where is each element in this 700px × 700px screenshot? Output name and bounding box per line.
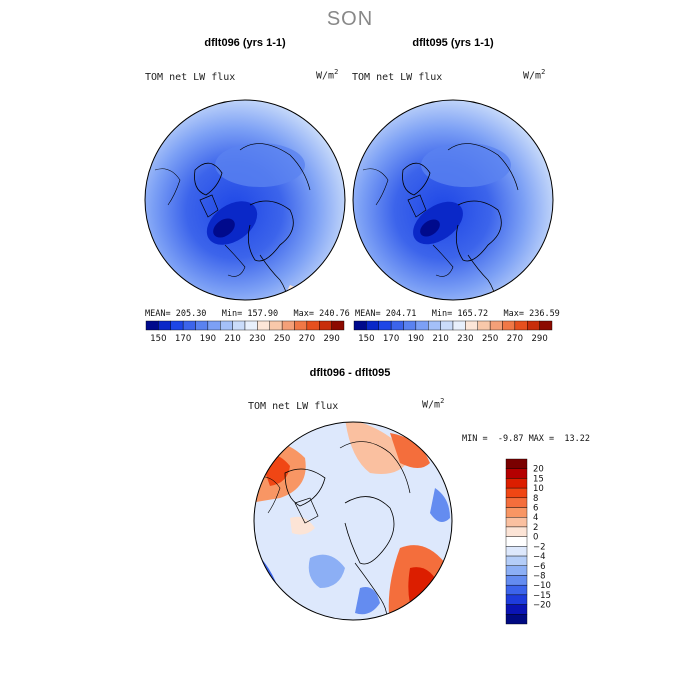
colorbar-swatch [232,320,246,331]
colorbar-swatch [170,320,184,331]
colorbar-swatch [331,320,345,331]
colorbar-tick-label: 10 [533,484,544,494]
panel-3-units: W/m2 [422,397,445,411]
colorbar-tick-label: −20 [533,601,551,611]
colorbar-swatch [505,565,528,576]
colorbar-swatch [505,458,528,469]
colorbar-swatch [465,320,478,331]
colorbar-swatch [505,575,528,586]
colorbar-swatch [505,468,528,479]
colorbar-swatch [505,487,528,499]
panel-2-stats: MEAN= 204.71 Min= 165.72 Max= 236.59 [355,309,560,319]
colorbar-tick-label: −15 [533,591,551,601]
colorbar-swatch [415,320,429,331]
colorbar-swatch [505,536,528,547]
colorbar-swatch [195,320,209,331]
page-title: SON [326,8,374,30]
panel-3-variable-label: TOM net LW flux [248,401,339,412]
panel-3-title: dflt096 - dflt095 [309,367,391,379]
panel-1-units: W/m2 [316,68,339,82]
colorbar-swatch [505,478,528,489]
colorbar-swatch [440,320,454,331]
colorbar-tick-label: 150 [150,334,166,344]
colorbar-swatch [489,320,503,331]
panel-2-colorbar: 150 170 190 210 230 250 270 290 [353,320,553,344]
panel-2-title: dflt095 (yrs 1-1) [412,37,494,49]
colorbar-tick-label: 250 [274,334,290,344]
colorbar-swatch [220,320,233,331]
colorbar-swatch [145,320,159,331]
colorbar-tick-label: 210 [225,334,241,344]
colorbar-swatch [403,320,417,331]
colorbar-swatch [158,320,171,331]
colorbar-swatch [306,320,320,331]
colorbar-swatch [505,614,528,625]
panel-1-stats: MEAN= 205.30 Min= 157.90 Max= 240.76 [145,309,350,319]
colorbar-swatch [257,320,270,331]
colorbar-swatch [452,320,466,331]
colorbar-swatch [505,555,528,566]
colorbar-tick-label: 210 [433,334,449,344]
colorbar-tick-label: −4 [533,552,546,562]
colorbar-tick-label: 270 [507,334,523,344]
colorbar-tick-label: 20 [533,465,544,475]
colorbar-tick-label: 2 [533,523,538,533]
colorbar-tick-label: 230 [249,334,265,344]
colorbar-tick-label: 170 [383,334,399,344]
panel-2-variable-label: TOM net LW flux [352,72,443,83]
colorbar-tick-label: 290 [532,334,548,344]
panel-3-minmax: MIN = -9.87 MAX = 13.22 [462,434,590,444]
colorbar-tick-label: 190 [200,334,216,344]
colorbar-tick-label: −8 [533,571,546,581]
colorbar-tick-label: 8 [533,494,538,504]
colorbar-tick-label: 4 [533,513,538,523]
colorbar-swatch [505,584,528,596]
colorbar-swatch [353,320,367,331]
colorbar-tick-label: −2 [533,542,546,552]
panel-3-polar-map [253,421,453,621]
colorbar-swatch [269,320,283,331]
colorbar-tick-label: 270 [299,334,315,344]
colorbar-swatch [366,320,379,331]
colorbar-swatch [505,517,528,528]
colorbar-tick-label: 230 [457,334,473,344]
colorbar-tick-label: 290 [324,334,340,344]
colorbar-swatch [294,320,308,331]
colorbar-swatch [207,320,221,331]
colorbar-tick-label: 250 [482,334,498,344]
colorbar-swatch [505,604,528,615]
panel-1-polar-map [144,99,346,301]
colorbar-swatch [390,320,404,331]
colorbar-tick-label: 0 [533,533,538,543]
colorbar-swatch [319,320,332,331]
colorbar-swatch [505,526,528,537]
colorbar-swatch [505,546,528,557]
colorbar-tick-label: 15 [533,474,544,484]
colorbar-swatch [539,320,553,331]
colorbar-swatch [182,320,196,331]
colorbar-swatch [505,594,528,605]
colorbar-swatch [527,320,540,331]
colorbar-swatch [514,320,528,331]
panel-1-variable-label: TOM net LW flux [145,72,236,83]
colorbar-swatch [505,507,528,518]
colorbar-tick-label: −6 [533,562,546,572]
panel-2-polar-map [352,99,554,301]
colorbar-tick-label: 170 [175,334,191,344]
colorbar-swatch [428,320,441,331]
panel-2-units: W/m2 [523,68,546,82]
panel-1-title: dflt096 (yrs 1-1) [204,37,286,49]
colorbar-tick-label: 190 [408,334,424,344]
colorbar-tick-label: −10 [533,581,551,591]
colorbar-swatch [281,320,295,331]
colorbar-swatch [505,497,528,508]
colorbar-swatch [502,320,516,331]
colorbar-tick-label: 6 [533,504,538,514]
colorbar-tick-label: 150 [358,334,374,344]
panel-1-colorbar: 150 170 190 210 230 250 270 290 [145,320,345,344]
colorbar-swatch [244,320,258,331]
colorbar-swatch [477,320,491,331]
colorbar-swatch [378,320,392,331]
